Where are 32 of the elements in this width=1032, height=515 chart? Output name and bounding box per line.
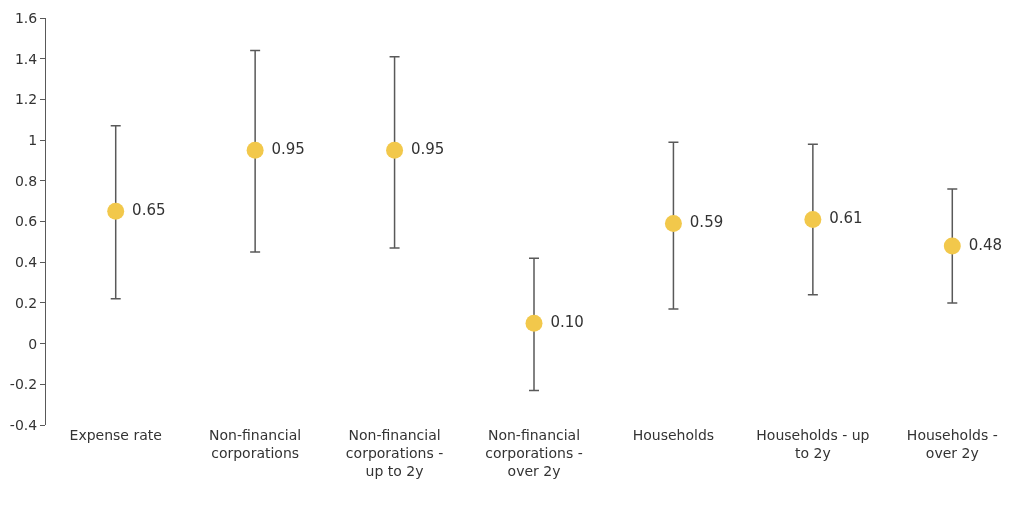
y-tick-label: 0.8 bbox=[14, 172, 38, 189]
y-tick-label: 1 bbox=[28, 132, 38, 148]
y-tick-label: -0.4 bbox=[9, 416, 38, 433]
x-tick-label: Non-financial corporations - up to 2y bbox=[345, 427, 444, 480]
data-label: 0.48 bbox=[963, 235, 1003, 254]
y-tick-label: 1.6 bbox=[14, 9, 38, 26]
data-label: 0.65 bbox=[127, 201, 166, 220]
point bbox=[525, 314, 543, 332]
data-label: 0.10 bbox=[545, 313, 584, 331]
y-tick-label: 0.4 bbox=[14, 254, 38, 271]
point bbox=[246, 141, 264, 159]
y-tick-label: 0.2 bbox=[14, 294, 38, 311]
data-label: 0.61 bbox=[824, 209, 863, 228]
x-tick-label: Non-financial corporations bbox=[209, 427, 302, 462]
data-label: 0.95 bbox=[406, 140, 445, 159]
y-tick-label: 0.6 bbox=[14, 213, 38, 230]
data-label: 0.95 bbox=[266, 140, 305, 159]
point bbox=[386, 141, 404, 159]
y-tick-label: 0 bbox=[28, 335, 38, 352]
x-tick-label: Households bbox=[632, 427, 715, 443]
x-tick-label: Households - over 2y bbox=[906, 427, 998, 462]
point bbox=[943, 237, 961, 255]
x-tick-label: Non-financial corporations - over 2y bbox=[485, 427, 583, 480]
x-tick-label: Households - up to 2y bbox=[756, 427, 870, 462]
point bbox=[664, 215, 682, 233]
point bbox=[804, 210, 822, 228]
y-tick-label: -0.2 bbox=[9, 376, 38, 393]
y-tick-label: 1.4 bbox=[14, 50, 38, 67]
data-label: 0.59 bbox=[685, 213, 724, 232]
x-tick-label: Expense rate bbox=[69, 427, 162, 443]
point bbox=[107, 202, 125, 220]
y-tick-label: 1.2 bbox=[14, 91, 38, 108]
